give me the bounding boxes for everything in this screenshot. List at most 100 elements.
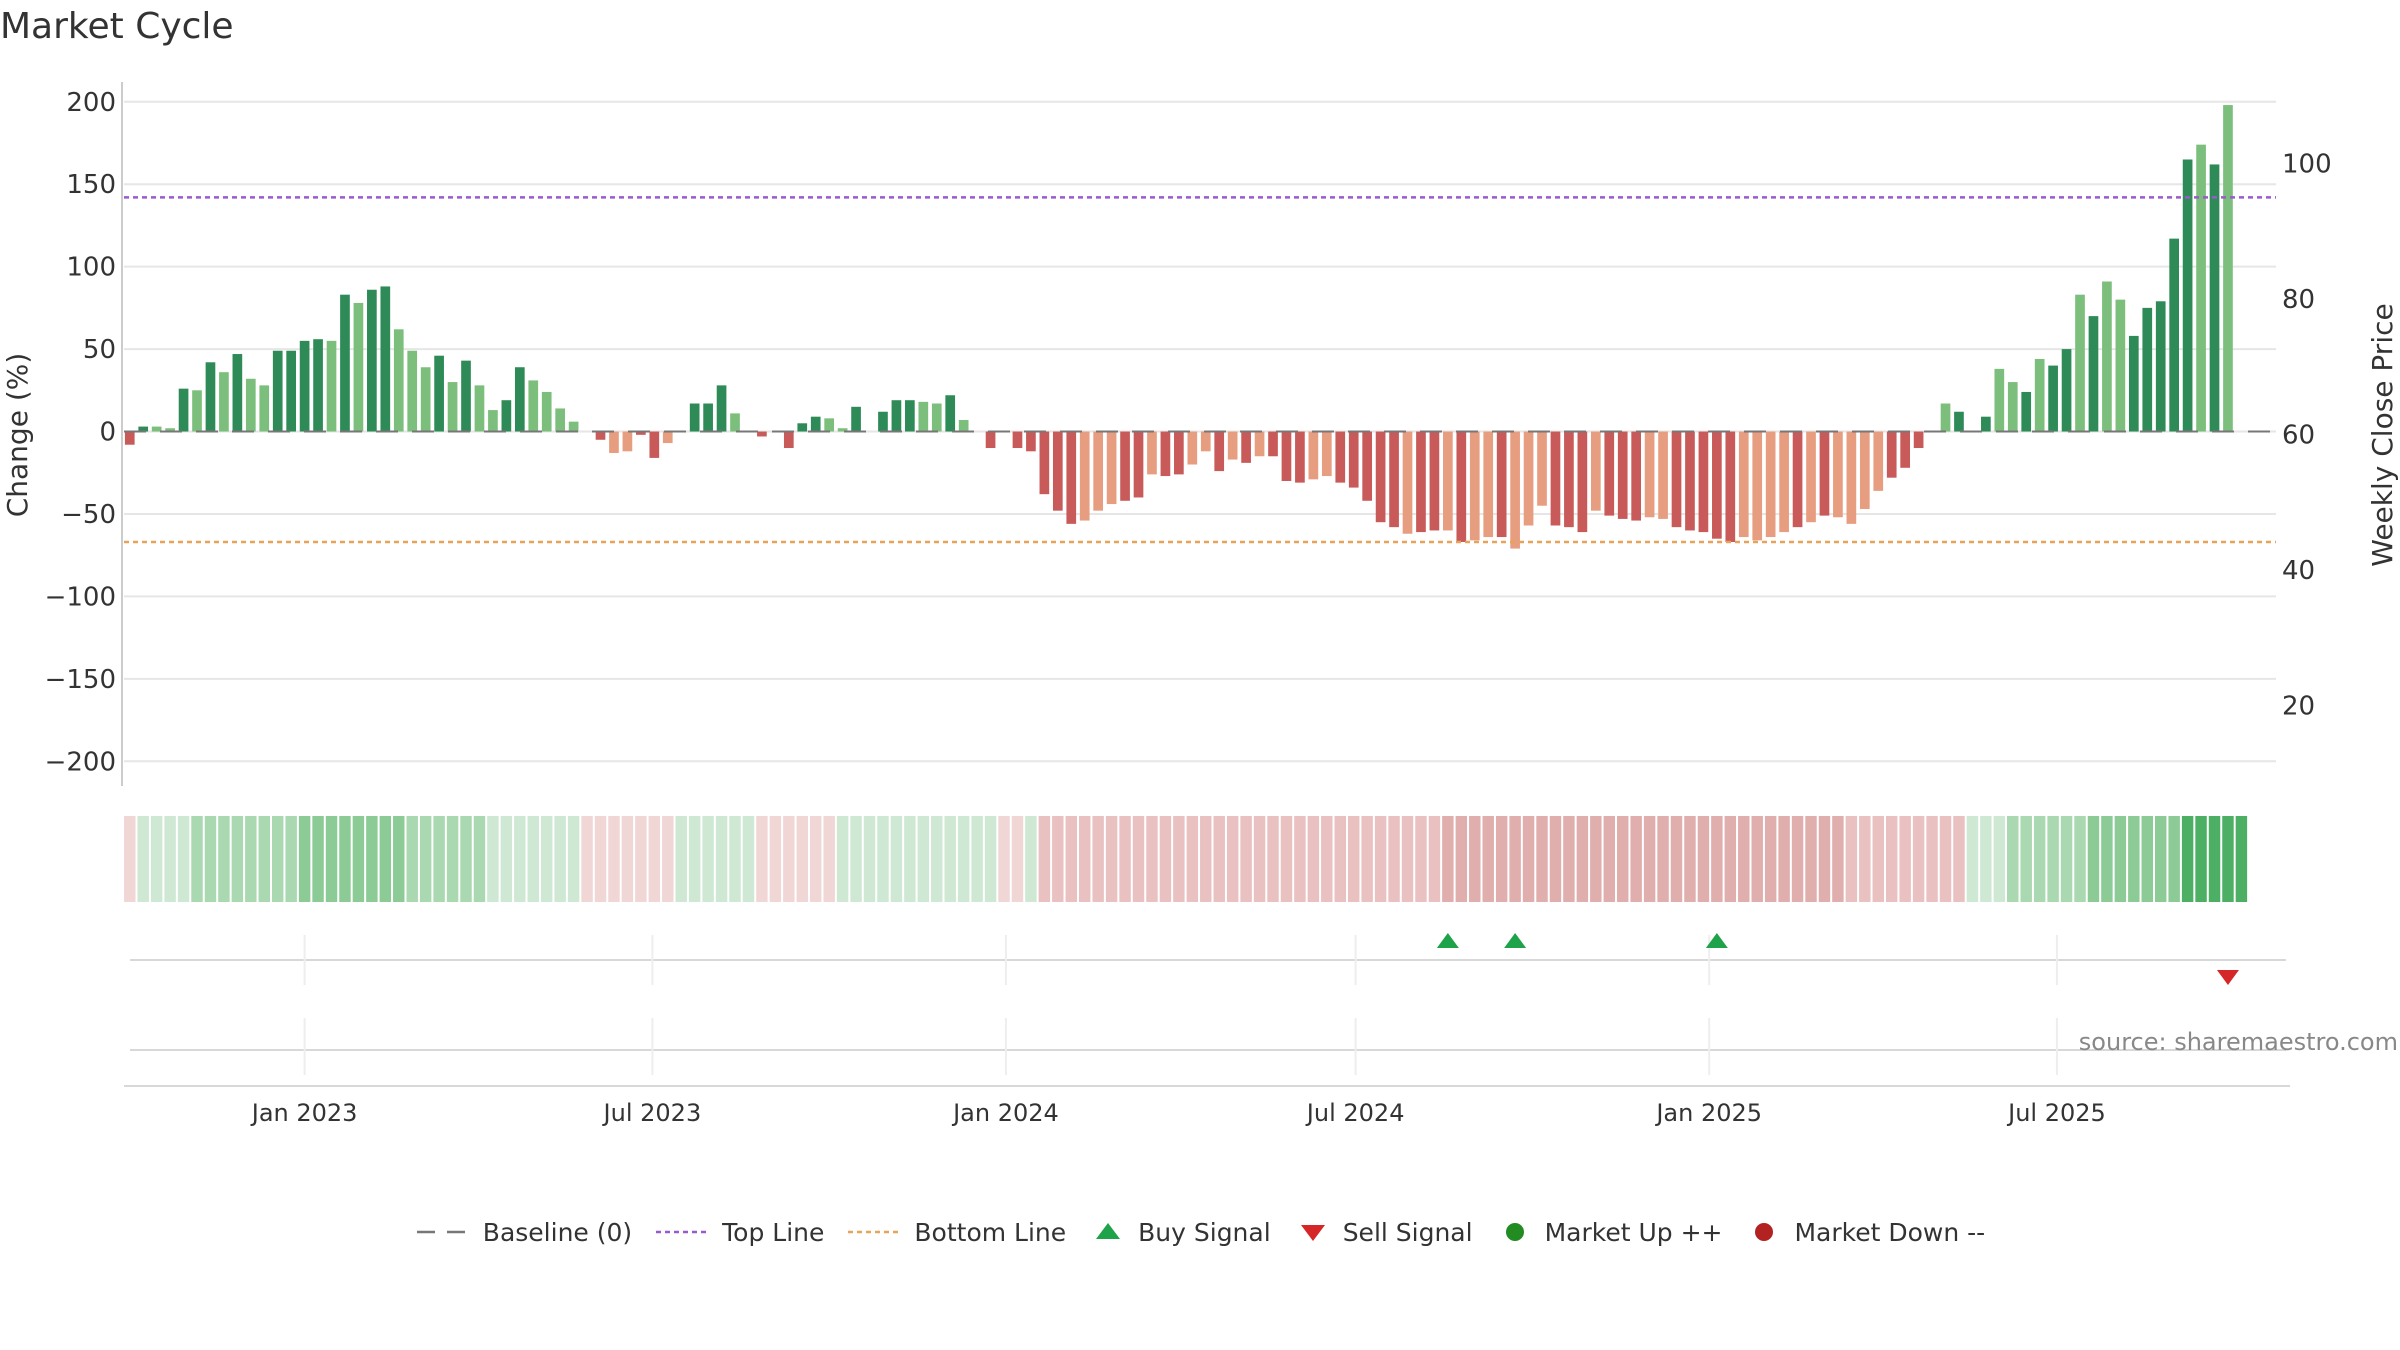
heat-strip-cell — [1590, 816, 1602, 902]
heat-strip-cell — [1078, 816, 1091, 902]
bar — [1066, 431, 1077, 524]
legend-item-market-down: Market Down -- — [1744, 1218, 1985, 1247]
heat-strip-cell — [863, 816, 876, 902]
heat-strip-cell — [1711, 816, 1723, 902]
bar — [716, 385, 727, 432]
bar — [541, 391, 552, 432]
heat-strip-cell — [796, 816, 808, 902]
heat-strip-cell — [2128, 816, 2140, 902]
heat-strip-cell — [487, 816, 499, 902]
heat-strip-cell — [1213, 816, 1225, 902]
heat-strip-cell — [1253, 816, 1266, 902]
heat-strip-cell — [2114, 816, 2127, 902]
heat-strip-cell — [1616, 816, 1629, 902]
market-cycle-chart: Market Cycle 200 150 100 50 0 −50 −100 −150 −200… — [0, 6, 2399, 1127]
heat-strip-cell — [1549, 816, 1562, 902]
bar — [393, 329, 404, 432]
heat-strip-cell — [1011, 816, 1024, 902]
bar — [1295, 431, 1305, 483]
heat-strip-cell — [1764, 816, 1777, 902]
bar — [1644, 431, 1655, 518]
heat-strip-cell — [1778, 816, 1790, 902]
heat-strip-cell — [1025, 816, 1037, 902]
heat-strip-cell — [715, 816, 728, 902]
heat-strip-cell — [1105, 816, 1118, 902]
heat-strip-cell — [944, 816, 956, 902]
bar — [1402, 431, 1413, 534]
heat-strip-cell — [124, 816, 136, 902]
bar — [1738, 431, 1749, 538]
y-tick-label: 200 — [66, 88, 116, 118]
heat-strip-cell — [1469, 816, 1481, 902]
heat-strip-cell — [1240, 816, 1252, 902]
y2-tick-label: 60 — [2282, 420, 2315, 450]
heat-strip-cell — [1482, 816, 1494, 902]
bar — [326, 340, 337, 432]
heat-strip-cell — [1993, 816, 2006, 902]
bar — [851, 406, 861, 432]
y-tick-label: −200 — [45, 747, 116, 777]
x-tick-label: Jan 2023 — [250, 1099, 358, 1127]
heat-strip-cell — [285, 816, 297, 902]
y2-tick-labels: 100 80 60 40 20 — [2282, 149, 2332, 721]
heat-strip-cell — [890, 816, 903, 902]
heat-strip-cell — [756, 816, 768, 902]
market-down-dot-icon — [1755, 1223, 1774, 1241]
heat-strip-cell — [1186, 816, 1199, 902]
source-text: source: sharemaestro.com — [2079, 1028, 2398, 1056]
bar — [1806, 431, 1816, 523]
heat-strip-cell — [1509, 816, 1521, 902]
heat-strip-cell — [984, 816, 997, 902]
bar — [689, 403, 700, 432]
bar — [514, 367, 525, 432]
bar — [219, 372, 229, 432]
bar — [272, 350, 283, 432]
y2-tick-label: 100 — [2282, 149, 2332, 179]
bar — [1469, 431, 1480, 541]
bar — [1268, 431, 1278, 457]
bar — [1779, 431, 1789, 533]
bar — [1039, 431, 1050, 495]
bar — [1026, 431, 1036, 452]
buy-triangle-icon — [1096, 1223, 1121, 1239]
heat-strip-cell — [2235, 816, 2248, 902]
heat-strip-cell — [554, 816, 566, 902]
sell-triangle-icon — [1300, 1225, 1325, 1241]
heat-strip-cell — [191, 816, 203, 902]
heat-strip-cell — [177, 816, 190, 902]
heat-strip-cell — [2168, 816, 2180, 902]
legend-item-market-up: Market Up ++ — [1495, 1218, 1722, 1247]
bar — [1133, 431, 1144, 498]
heat-strip-cell — [150, 816, 163, 902]
heat-strip-cell — [581, 816, 593, 902]
heat-strip-cell — [1267, 816, 1279, 902]
heat-strip-cell — [1361, 816, 1373, 902]
heat-strip-cell — [1818, 816, 1831, 902]
heat-strip-cell — [2141, 816, 2153, 902]
heat-strip-cell — [1859, 816, 1871, 902]
heat-strip-cell — [366, 816, 378, 902]
bar — [662, 431, 673, 444]
heat-strip-cell — [164, 816, 176, 902]
heat-strip-cell — [446, 816, 459, 902]
heat-strip-cell — [2208, 816, 2221, 902]
legend-item-sell-signal: Sell Signal — [1293, 1218, 1473, 1247]
bar — [1254, 431, 1265, 457]
y2-axis-label: Weekly Close Price — [2366, 303, 2399, 566]
bar — [1886, 431, 1897, 478]
heat-strip-cell — [621, 816, 634, 902]
bar — [1093, 431, 1104, 511]
bar — [985, 431, 996, 449]
bar — [474, 385, 485, 432]
heat-strip-cell — [2154, 816, 2167, 902]
bar — [595, 431, 606, 440]
heat-strip-cell — [258, 816, 270, 902]
heat-strip-cell — [1065, 816, 1077, 902]
bar — [447, 382, 458, 432]
heat-strip-cell — [648, 816, 661, 902]
bar — [488, 410, 498, 432]
bar — [730, 413, 740, 432]
reference-lines — [124, 196, 2276, 544]
heat-strip-cell — [1226, 816, 1239, 902]
heat-strip-cell — [1415, 816, 1427, 902]
